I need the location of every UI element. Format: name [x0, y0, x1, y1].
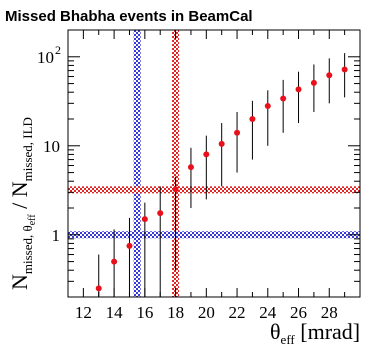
x-tick-label-8: 28 — [321, 303, 338, 322]
data-point-11 — [264, 102, 271, 109]
reference-line-vertical-1 — [172, 30, 180, 297]
data-point-5 — [172, 186, 179, 193]
reference-line-horizontal-2 — [68, 186, 360, 194]
x-axis-label-sub: eff — [281, 332, 296, 347]
x-tick-label-4: 20 — [198, 303, 215, 322]
error-bars — [98, 53, 346, 297]
y-axis-label-sub1b: eff — [27, 214, 38, 226]
y-tick-label-10: 10 — [43, 137, 60, 156]
data-point-13 — [295, 86, 302, 93]
data-point-9 — [234, 129, 241, 136]
data-point-1 — [111, 258, 118, 265]
data-point-7 — [203, 151, 210, 158]
x-tick-label-2: 16 — [136, 303, 153, 322]
y-axis-label-slash: / N — [7, 181, 32, 214]
chart-title: Missed Bhabha events in BeamCal — [5, 8, 253, 25]
data-point-10 — [249, 116, 256, 122]
data-point-14 — [310, 79, 317, 86]
data-points — [95, 66, 348, 292]
y-axis-label-sub1: missed, θ — [20, 225, 35, 274]
x-axis-tick-labels: 12 14 16 18 20 22 24 26 28 — [75, 303, 338, 322]
x-axis-label: θeff [mrad] — [270, 319, 360, 347]
plot-frame — [67, 29, 361, 298]
data-point-6 — [187, 164, 194, 171]
data-point-12 — [280, 95, 287, 102]
reference-line-vertical-0 — [133, 30, 141, 297]
x-axis-label-main: θ — [270, 319, 281, 344]
data-point-2 — [126, 242, 133, 249]
x-tick-label-5: 22 — [229, 303, 246, 322]
data-point-16 — [341, 66, 348, 73]
y-tick-label-1: 1 — [52, 226, 61, 245]
x-tick-label-3: 18 — [167, 303, 184, 322]
data-point-15 — [326, 72, 333, 79]
x-tick-label-0: 12 — [75, 303, 92, 322]
x-tick-label-7: 26 — [290, 303, 307, 322]
reference-line-horizontal-3 — [68, 231, 360, 239]
reference-lines — [68, 30, 360, 297]
y-axis-ticks — [68, 29, 360, 298]
x-tick-label-1: 14 — [106, 303, 124, 322]
y-tick-label-100-exp: 2 — [55, 43, 61, 57]
x-axis-ticks — [67, 30, 361, 297]
data-point-3 — [141, 216, 148, 223]
x-axis-label-rest: [mrad] — [295, 319, 360, 344]
data-point-4 — [157, 210, 164, 217]
y-axis-label-sub2: missed, ILD — [20, 117, 35, 181]
y-tick-label-100-base: 10 — [37, 48, 54, 67]
data-point-0 — [95, 285, 102, 292]
data-point-8 — [218, 140, 225, 147]
y-axis-label: Nmissed, θeff / Nmissed, ILD — [7, 117, 38, 290]
x-tick-label-6: 24 — [259, 303, 277, 322]
y-axis-label-n1: N — [7, 274, 32, 290]
